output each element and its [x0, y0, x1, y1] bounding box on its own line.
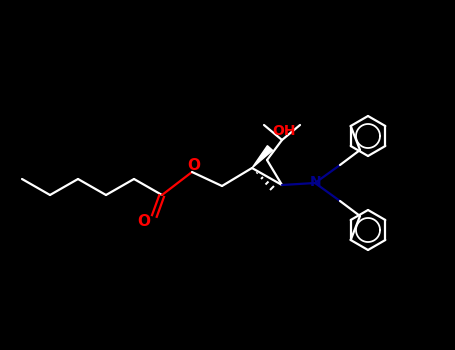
Text: OH: OH: [272, 124, 295, 138]
Text: O: O: [187, 159, 201, 174]
Text: N: N: [310, 175, 322, 189]
Polygon shape: [252, 146, 273, 168]
Text: O: O: [137, 214, 151, 229]
